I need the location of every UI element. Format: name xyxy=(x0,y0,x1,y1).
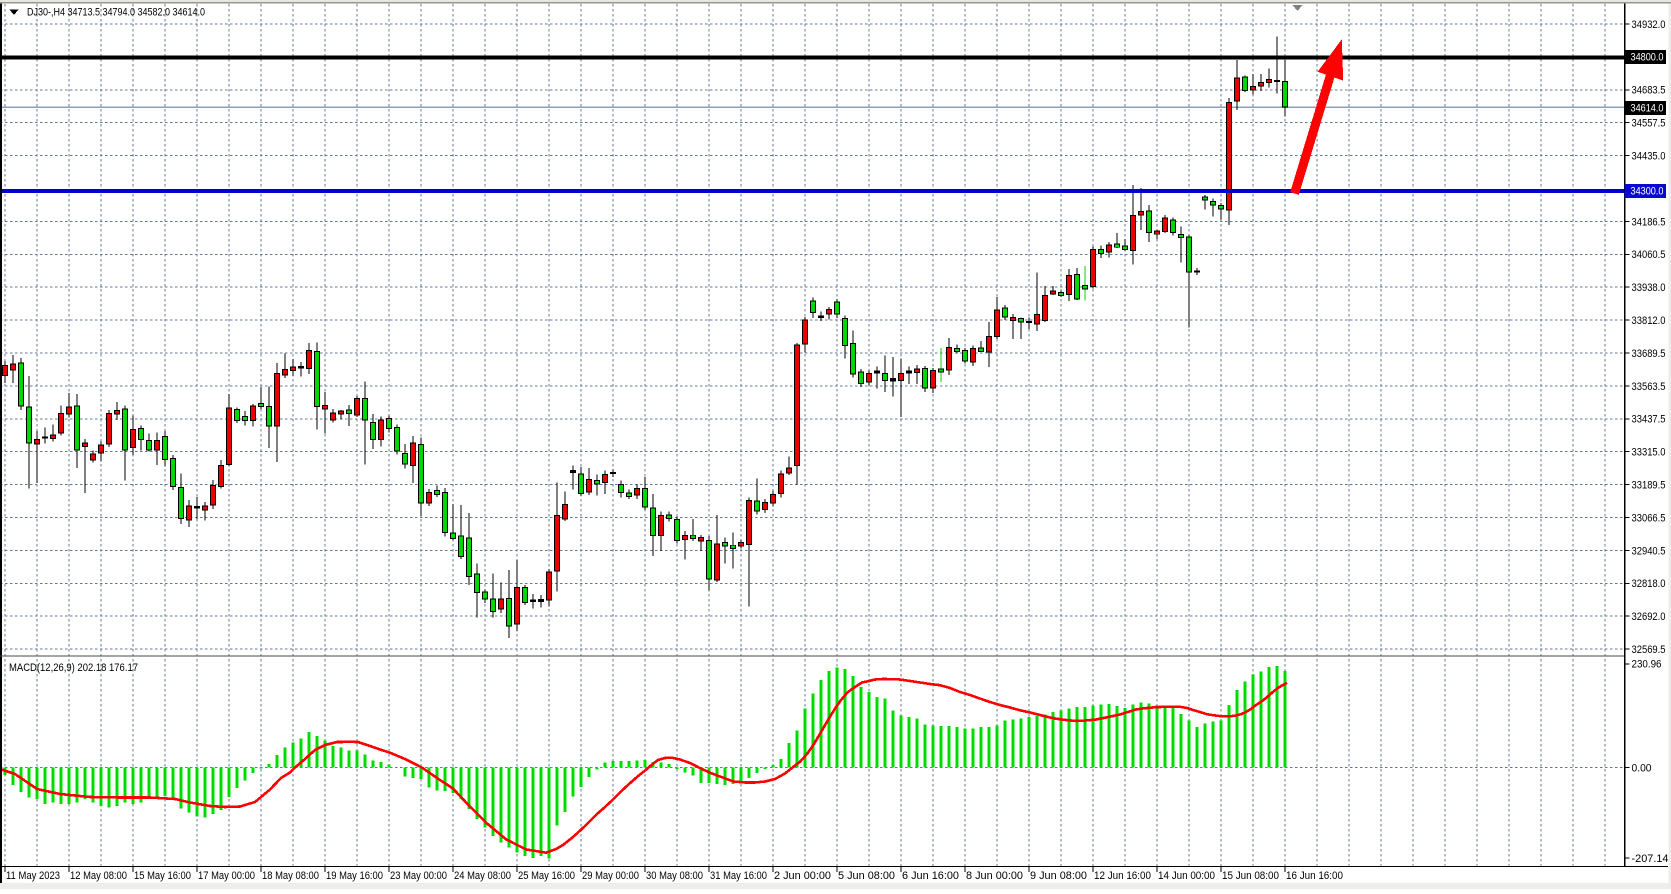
svg-text:19 May 16:00: 19 May 16:00 xyxy=(326,870,383,882)
svg-text:2 Jun 00:00: 2 Jun 00:00 xyxy=(774,870,831,882)
svg-text:33938.0: 33938.0 xyxy=(1632,282,1666,294)
svg-text:14 Jun 00:00: 14 Jun 00:00 xyxy=(1158,870,1215,882)
svg-text:5 Jun 08:00: 5 Jun 08:00 xyxy=(838,870,895,882)
svg-text:230.96: 230.96 xyxy=(1632,659,1662,671)
svg-text:6 Jun 16:00: 6 Jun 16:00 xyxy=(902,870,959,882)
svg-text:11 May 2023: 11 May 2023 xyxy=(6,870,60,882)
svg-text:33812.0: 33812.0 xyxy=(1632,315,1666,327)
svg-text:25 May 16:00: 25 May 16:00 xyxy=(518,870,575,882)
svg-text:34683.5: 34683.5 xyxy=(1632,85,1666,97)
svg-text:33315.0: 33315.0 xyxy=(1632,447,1666,459)
svg-text:33437.5: 33437.5 xyxy=(1632,414,1666,426)
svg-text:32569.5: 32569.5 xyxy=(1632,644,1666,656)
svg-text:9 Jun 08:00: 9 Jun 08:00 xyxy=(1030,870,1087,882)
svg-text:23 May 00:00: 23 May 00:00 xyxy=(390,870,447,882)
svg-text:34186.5: 34186.5 xyxy=(1632,216,1666,228)
svg-text:15 May 16:00: 15 May 16:00 xyxy=(134,870,191,882)
svg-text:31 May 16:00: 31 May 16:00 xyxy=(710,870,767,882)
svg-text:24 May 08:00: 24 May 08:00 xyxy=(454,870,511,882)
svg-text:33689.5: 33689.5 xyxy=(1632,348,1666,360)
svg-text:8 Jun 00:00: 8 Jun 00:00 xyxy=(966,870,1023,882)
svg-text:33563.5: 33563.5 xyxy=(1632,381,1666,393)
svg-text:34060.5: 34060.5 xyxy=(1632,249,1666,261)
svg-text:34800.0: 34800.0 xyxy=(1631,52,1664,64)
svg-text:16 Jun 16:00: 16 Jun 16:00 xyxy=(1286,870,1343,882)
svg-text:15 Jun 08:00: 15 Jun 08:00 xyxy=(1222,870,1279,882)
svg-text:30 May 08:00: 30 May 08:00 xyxy=(646,870,703,882)
svg-text:18 May 08:00: 18 May 08:00 xyxy=(262,870,319,882)
svg-text:32692.0: 32692.0 xyxy=(1632,611,1666,623)
svg-text:32818.0: 32818.0 xyxy=(1632,578,1666,590)
svg-text:DJ30-,H4 34713.5 34794.0 3458: DJ30-,H4 34713.5 34794.0 34582.0 34614.0 xyxy=(27,7,205,19)
svg-text:MACD(12,26,9) 202.18 176.17: MACD(12,26,9) 202.18 176.17 xyxy=(9,662,138,674)
svg-text:33066.5: 33066.5 xyxy=(1632,512,1666,524)
svg-text:34557.5: 34557.5 xyxy=(1632,118,1666,130)
svg-text:12 May 08:00: 12 May 08:00 xyxy=(70,870,127,882)
svg-text:29 May 00:00: 29 May 00:00 xyxy=(582,870,639,882)
svg-text:32940.5: 32940.5 xyxy=(1632,545,1666,557)
svg-text:12 Jun 16:00: 12 Jun 16:00 xyxy=(1094,870,1151,882)
svg-text:34435.0: 34435.0 xyxy=(1632,151,1666,163)
svg-text:34300.0: 34300.0 xyxy=(1631,186,1664,198)
svg-text:34932.0: 34932.0 xyxy=(1632,19,1666,31)
svg-text:-207.14: -207.14 xyxy=(1632,853,1669,865)
svg-text:0.00: 0.00 xyxy=(1632,762,1652,774)
svg-text:34614.0: 34614.0 xyxy=(1631,103,1664,115)
svg-text:17 May 00:00: 17 May 00:00 xyxy=(198,870,255,882)
svg-text:33189.5: 33189.5 xyxy=(1632,480,1666,492)
